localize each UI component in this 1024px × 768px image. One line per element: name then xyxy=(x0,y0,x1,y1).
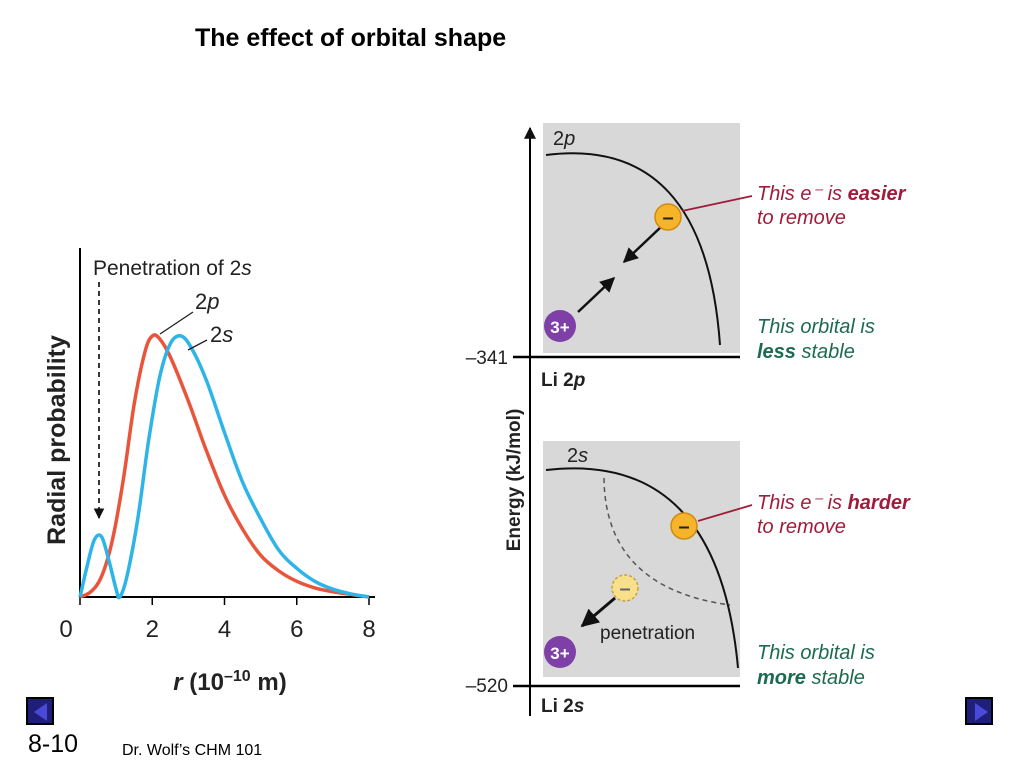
tick-label-minus520: –520 xyxy=(466,676,508,697)
curve-2s xyxy=(78,334,370,600)
electron-2s xyxy=(670,512,698,540)
easier-text-pre: This e⁻ is xyxy=(757,183,848,205)
slide-number: 8-10 xyxy=(28,730,79,758)
label-2p: 2p xyxy=(195,289,220,314)
more-stable-rest: stable xyxy=(806,667,865,689)
chart-xlabel: r (10–10 m) xyxy=(173,668,286,696)
x-tick-label: 6 xyxy=(290,616,303,643)
x-tick-label: 8 xyxy=(362,616,375,643)
panel-label-2p: 2p xyxy=(553,128,575,150)
less-stable-line2: less stable xyxy=(757,341,855,363)
tick-label-minus341: –341 xyxy=(466,348,508,369)
arrow-penetration xyxy=(580,596,616,628)
nucleus-label-2s: 3+ xyxy=(550,644,569,663)
electron-symbol-2s: – xyxy=(678,516,689,538)
harder-text-pre: This e⁻ is xyxy=(757,492,848,514)
orbital-label-li2s-letter: s xyxy=(574,696,585,717)
slide-title: The effect of orbital shape xyxy=(195,24,507,52)
nucleus-label-2p: 3+ xyxy=(550,318,569,337)
nucleus-2s xyxy=(544,636,576,668)
penetration-label: penetration xyxy=(600,623,695,644)
orbit-2p xyxy=(545,152,721,346)
energy-axis-label: Energy (kJ/mol) xyxy=(504,409,525,552)
electron-symbol-2s-faint: – xyxy=(619,578,630,600)
energy-level-diagram: Energy (kJ/mol) 2p 3+ – This e⁻ is easie… xyxy=(466,123,911,717)
electron-symbol-2p: – xyxy=(662,207,673,229)
next-slide-button[interactable] xyxy=(965,697,993,725)
orbital-label-li2p: Li 2p xyxy=(541,370,585,391)
orbital-label-li2s-main: Li 2 xyxy=(541,696,574,717)
leader-2p xyxy=(159,311,194,335)
leader-easier xyxy=(681,195,753,212)
orbit-2s xyxy=(545,467,739,669)
previous-slide-button[interactable] xyxy=(26,697,54,725)
leader-2s xyxy=(187,339,208,351)
orbital-label-li2p-letter: p xyxy=(573,370,586,391)
penetration-path-2s xyxy=(603,477,731,606)
easier-text-bold: easier xyxy=(848,183,907,205)
panel-2p xyxy=(543,123,740,353)
triangle-right-icon xyxy=(975,703,988,721)
easier-text-line2: to remove xyxy=(757,207,846,229)
x-tick-label: 0 xyxy=(59,616,72,643)
panel-label-2s: 2s xyxy=(567,445,588,467)
x-tick-label: 2 xyxy=(146,616,159,643)
more-stable-line2: more stable xyxy=(757,667,865,689)
harder-text-bold: harder xyxy=(848,492,911,514)
arrow-nucleus-to-electron xyxy=(577,276,616,313)
label-2s: 2s xyxy=(210,322,233,347)
less-stable-bold: less xyxy=(757,341,796,363)
triangle-left-icon xyxy=(34,703,47,721)
chart-ylabel: Radial probability xyxy=(43,335,71,545)
electron-2p xyxy=(654,203,682,231)
nucleus-2p xyxy=(544,310,576,342)
footer-text: Dr. Wolf’s CHM 101 xyxy=(122,742,263,759)
electron-2s-penetrating xyxy=(611,574,639,602)
curve-2p xyxy=(79,333,370,599)
less-stable-line1: This orbital is xyxy=(757,316,875,338)
more-stable-line1: This orbital is xyxy=(757,642,875,664)
radial-probability-chart: 0 2 4 6 8 Radial probability r (10–10 m) Pen… xyxy=(43,248,376,696)
panel-2s xyxy=(543,441,740,677)
easier-text: This e⁻ is easier xyxy=(757,183,907,205)
less-stable-rest: stable xyxy=(796,341,855,363)
leader-harder xyxy=(697,504,753,522)
harder-text: This e⁻ is harder xyxy=(757,492,911,514)
more-stable-bold: more xyxy=(757,667,806,689)
arrow-electron-to-nucleus xyxy=(622,225,663,264)
orbital-label-li2p-main: Li 2 xyxy=(541,370,574,391)
harder-text-line2: to remove xyxy=(757,516,846,538)
x-tick-label: 4 xyxy=(218,616,231,643)
penetration-annotation: Penetration of 2s xyxy=(93,257,252,280)
x-axis-ticks: 0 2 4 6 8 xyxy=(59,597,376,643)
orbital-label-li2s: Li 2s xyxy=(541,696,584,717)
